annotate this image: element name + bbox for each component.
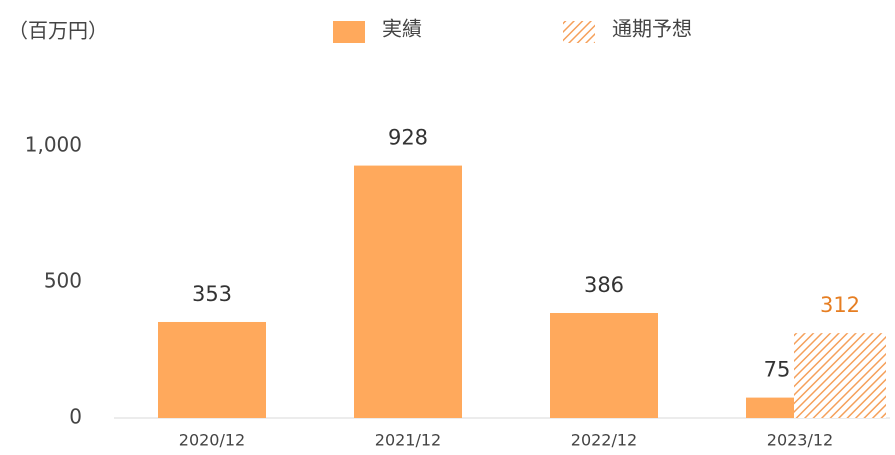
x-tick-label: 2022/12 (571, 431, 637, 450)
data-label: 928 (388, 126, 428, 150)
y-tick-label: 500 (44, 269, 82, 293)
bar (354, 165, 462, 418)
unit-label: （百万円） (8, 19, 108, 43)
data-label: 75 (764, 358, 791, 382)
x-tick-label: 2020/12 (179, 431, 245, 450)
y-tick-label: 1,000 (25, 133, 82, 157)
bar (794, 333, 886, 418)
legend-swatch (563, 21, 595, 43)
data-label: 312 (820, 293, 860, 317)
legend-label: 実績 (382, 17, 422, 41)
legend-swatch (333, 21, 365, 43)
bar (158, 321, 266, 418)
data-label: 386 (584, 273, 624, 297)
legend-label: 通期予想 (612, 17, 692, 41)
x-tick-label: 2023/12 (767, 431, 833, 450)
y-tick-label: 0 (69, 405, 82, 429)
bar (550, 313, 658, 418)
data-label: 353 (192, 282, 232, 306)
x-tick-label: 2021/12 (375, 431, 441, 450)
